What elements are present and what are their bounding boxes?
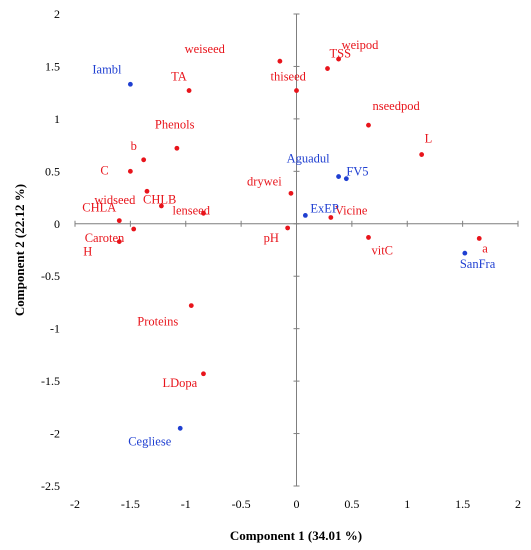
point-exep: [302, 212, 308, 218]
point-weiseed: [277, 58, 283, 64]
y-tick-label: 1.5: [45, 59, 60, 73]
point-a: [476, 236, 482, 241]
x-axis-title: Component 1 (34.01 %): [230, 528, 362, 543]
label-ph: pH: [264, 231, 279, 245]
label-l: L: [425, 132, 433, 146]
x-tick-label: 0: [294, 497, 300, 511]
label-a: a: [482, 241, 488, 255]
point-tss: [325, 66, 330, 71]
point-thiseed: [294, 88, 299, 93]
label-h: H: [83, 245, 92, 259]
label-exep: ExEP: [310, 201, 339, 215]
label-ta: TA: [171, 70, 187, 84]
point-chla: [116, 218, 122, 224]
y-tick-label: -2.5: [41, 479, 60, 493]
y-tick-label: 1: [54, 112, 60, 126]
data-points: [116, 56, 482, 431]
x-tick-label: 1.5: [455, 497, 470, 511]
label-widseed: widseed: [94, 193, 136, 207]
label-iambl: Iambl: [92, 62, 122, 76]
label-b: b: [131, 139, 137, 153]
y-tick-label: 2: [54, 7, 60, 21]
x-tick-label: 1: [404, 497, 410, 511]
point-widseed: [158, 203, 164, 209]
x-tick-label: 2: [515, 497, 521, 511]
label-caroten: Caroten: [85, 231, 125, 245]
point-drywei: [288, 190, 294, 196]
label-tss: TSS: [330, 47, 352, 61]
x-tick-label: -1: [181, 497, 191, 511]
point-sanfra: [462, 250, 468, 256]
label-c: C: [100, 163, 108, 177]
point-c: [127, 168, 133, 174]
point-b: [141, 157, 147, 163]
point-cegliese: [177, 425, 183, 431]
label-nseedpod: nseedpod: [372, 99, 420, 113]
y-tick-label: 0: [54, 217, 60, 231]
label-weipod: weipod: [342, 38, 380, 52]
point-ta: [186, 88, 192, 93]
y-tick-label: -1: [50, 322, 60, 336]
label-chlb: CHLB: [143, 192, 176, 206]
x-tick-label: -0.5: [232, 497, 251, 511]
point-aguadul: [336, 174, 341, 179]
point-vicine: [328, 215, 334, 220]
label-phenols: Phenols: [155, 117, 195, 131]
y-axis-title: Component 2 (22.12 %): [12, 184, 27, 316]
tick-labels: -2 -1.5 -1 -0.5 0 0.5 1 1.5 2 2 1.5 1 0.5 0 -0.5 -1 -1.5…: [41, 7, 521, 511]
point-h: [116, 239, 122, 245]
point-iambl: [127, 81, 133, 87]
y-tick-label: 0.5: [45, 164, 60, 178]
point-phenols: [174, 145, 180, 151]
x-tick-label: 0.5: [344, 497, 359, 511]
point-chlb: [144, 188, 150, 194]
label-drywei: drywei: [247, 174, 282, 188]
point-weipod: [336, 56, 341, 62]
x-tick-label: -1.5: [121, 497, 140, 511]
label-weiseed: weiseed: [185, 42, 226, 56]
label-aguadul: Aguadul: [287, 152, 331, 166]
point-ldopa: [201, 371, 206, 377]
point-l: [419, 152, 425, 157]
label-sanfra: SanFra: [460, 257, 496, 271]
y-tick-label: -2: [50, 427, 60, 441]
label-thiseed: thiseed: [271, 70, 307, 84]
label-ldopa: LDopa: [162, 376, 197, 390]
label-vitc: vitC: [371, 243, 393, 257]
point-ph: [285, 225, 291, 231]
label-vicine: Vicine: [335, 203, 368, 217]
label-proteins: Proteins: [137, 315, 178, 329]
x-tick-label: -2: [70, 497, 80, 511]
point-fv5: [343, 176, 349, 182]
label-chla: CHLA: [82, 201, 116, 215]
label-fv5: FV5: [346, 165, 368, 179]
point-nseedpod: [366, 122, 371, 128]
point-proteins: [188, 303, 194, 308]
label-cegliese: Cegliese: [128, 434, 171, 448]
y-tick-label: -1.5: [41, 374, 60, 388]
point-lenseed: [201, 210, 206, 216]
point-caroten: [131, 226, 137, 232]
axes: [74, 13, 519, 487]
point-vitc: [366, 235, 371, 240]
y-tick-label: -0.5: [41, 269, 60, 283]
label-lenseed: lenseed: [172, 203, 210, 217]
